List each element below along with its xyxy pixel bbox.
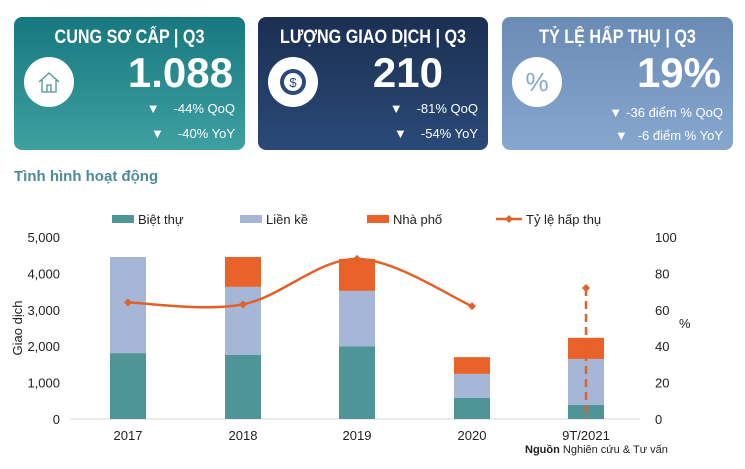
y-tick-label: 4,000: [27, 266, 60, 281]
legend-label: Liền kề: [266, 212, 308, 227]
x-tick-label: 2018: [229, 428, 258, 443]
y2-tick-label: 80: [655, 266, 669, 281]
change-yoy: -6 điểm % YoY: [637, 128, 723, 143]
section-title: Tình hình hoạt động: [14, 168, 159, 185]
rate-point: [124, 298, 132, 307]
legend-label: Biệt thự: [138, 212, 184, 227]
card-title: TỶ LỆ HẤP THỤ | Q3: [539, 27, 696, 48]
change-qoq: -44% QoQ: [173, 101, 235, 116]
svg-text:$: $: [289, 75, 297, 90]
down-triangle-icon: ▼: [614, 128, 628, 143]
legend-marker: [505, 215, 513, 223]
y2-tick-label: 40: [655, 339, 669, 354]
y-tick-label: 5,000: [27, 230, 60, 245]
bar-segment: [225, 286, 261, 355]
rate-point: [353, 254, 361, 263]
rate-point: [582, 283, 590, 292]
y2-tick-label: 0: [655, 412, 662, 427]
bar-segment: [454, 373, 490, 398]
legend-label: Tỷ lệ hấp thụ: [526, 212, 601, 227]
down-triangle-icon: ▼: [394, 126, 407, 141]
y-tick-label: 3,000: [27, 303, 60, 318]
legend-swatch: [367, 215, 389, 223]
y-axis-label: Giao dịch: [10, 301, 25, 356]
y2-tick-label: 20: [655, 376, 669, 391]
bar-segment: [110, 353, 146, 419]
y2-tick-label: 100: [655, 230, 677, 245]
card-value: 19%: [636, 49, 721, 96]
y-tick-label: 2,000: [27, 339, 60, 354]
down-triangle-icon: ▼: [609, 105, 623, 120]
down-triangle-icon: ▼: [389, 101, 403, 116]
x-tick-label: 2020: [458, 428, 487, 443]
x-tick-label: 2019: [343, 428, 372, 443]
legend-label: Nhà phố: [393, 212, 442, 227]
x-tick-label: 9T/2021: [562, 428, 610, 443]
bar-segment: [339, 346, 375, 419]
percent-icon: %: [512, 57, 562, 107]
y2-tick-label: 60: [655, 303, 669, 318]
y-tick-label: 1,000: [27, 376, 60, 391]
bar-segment: [568, 337, 604, 359]
rate-line: [127, 257, 473, 309]
bar-segment: [225, 354, 261, 419]
transactions-card: LƯỢNG GIAO DỊCH | Q3 $ 210 ▼ -81% QoQ ▼ -5…: [258, 17, 488, 150]
bar-segment: [339, 258, 375, 291]
y-tick-label: 0: [53, 412, 60, 427]
card-title: CUNG SƠ CẤP | Q3: [54, 27, 205, 48]
bar-segment: [454, 357, 490, 374]
down-triangle-icon: ▼: [146, 101, 160, 116]
change-qoq: -81% QoQ: [416, 101, 478, 116]
rate-point: [468, 302, 476, 311]
supply-card: CUNG SƠ CẤP | Q3 1.088 ▼ -44% QoQ ▼ -40% Y…: [14, 17, 245, 150]
dollar-coin-icon: $: [268, 57, 318, 107]
legend-swatch: [112, 215, 134, 223]
card-value: 210: [372, 49, 443, 96]
bar-segment: [339, 290, 375, 347]
bar-segment: [454, 397, 490, 419]
down-triangle-icon: ▼: [151, 126, 164, 141]
legend-swatch: [240, 215, 262, 223]
change-yoy: -54% YoY: [420, 126, 478, 141]
card-value: 1.088: [127, 49, 233, 96]
x-tick-label: 2017: [114, 428, 143, 443]
absorption-card: TỶ LỆ HẤP THỤ | Q3 % 19% ▼ -36 điểm % QoQ…: [502, 17, 733, 150]
card-title: LƯỢNG GIAO DỊCH | Q3: [279, 27, 467, 48]
source-note: Nguồn Nghiên cứu & Tư vấn: [525, 444, 668, 456]
change-yoy: -40% YoY: [177, 126, 235, 141]
y2-axis-label: %: [679, 316, 691, 331]
bar-segment: [225, 257, 261, 287]
house-icon: [24, 57, 74, 107]
rate-point: [239, 300, 247, 309]
change-qoq: -36 điểm % QoQ: [626, 105, 723, 120]
